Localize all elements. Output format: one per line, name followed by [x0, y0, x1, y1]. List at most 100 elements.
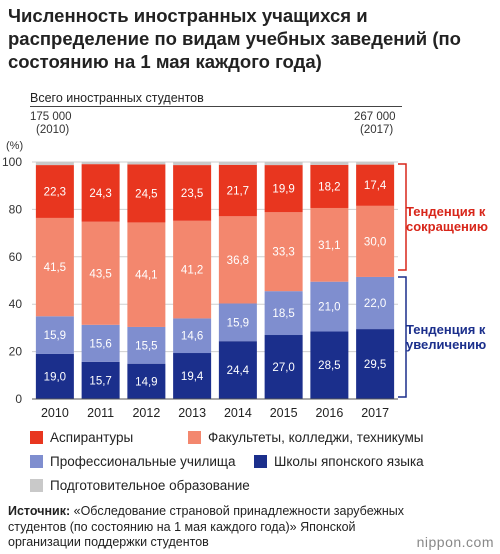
data-label: 44,1: [135, 270, 157, 282]
data-label: 43,5: [89, 268, 111, 280]
source-note: Источник: «Обследование страновой принад…: [8, 504, 408, 551]
legend-swatch: [188, 431, 201, 444]
bar-segment: [173, 220, 212, 319]
data-label: 28,5: [318, 360, 340, 372]
annotation-decrease-text: Тенденция к сокращению: [406, 204, 488, 234]
data-label: 27,0: [272, 362, 294, 374]
annotation-increase: Тенденция к увеличению: [406, 322, 500, 352]
total-start-year: (2010): [36, 124, 70, 136]
bar-segment: [81, 164, 120, 222]
data-label: 15,9: [44, 330, 66, 342]
bar-segment: [35, 353, 74, 399]
data-label: 17,4: [364, 180, 387, 192]
bar-segment: [310, 164, 349, 208]
bar-segment: [35, 165, 74, 218]
y-tick-label: 0: [15, 392, 22, 406]
source-text: «Обследование страновой принадлежности з…: [8, 504, 405, 549]
bar-segment: [218, 164, 257, 217]
bar-segment: [127, 164, 166, 223]
legend-swatch: [30, 479, 43, 492]
y-axis-unit: (%): [6, 140, 24, 152]
data-label: 36,8: [227, 255, 249, 267]
data-label: 19,0: [44, 371, 66, 383]
x-tick-label: 2011: [87, 406, 114, 420]
total-end-year: (2017): [360, 124, 394, 136]
data-label: 24,4: [227, 365, 250, 377]
brand-logo: nippon.com: [416, 534, 494, 550]
data-label: 14,9: [135, 376, 157, 388]
bar-segment: [173, 165, 212, 221]
bar-segment: [218, 303, 257, 342]
data-label: 31,1: [318, 240, 340, 252]
legend-item-graduate: Аспирантуры: [30, 430, 133, 445]
bar-segment: [310, 331, 349, 399]
data-label: 24,3: [89, 188, 111, 200]
bar-segment: [127, 222, 166, 327]
bar-segment-remainder: [173, 162, 212, 166]
x-tick-label: 2013: [178, 406, 206, 420]
bar-segment-remainder: [127, 162, 166, 165]
legend-item-vocational: Профессиональные училища: [30, 454, 236, 469]
y-tick-label: 20: [9, 345, 23, 359]
annotation-increase-text: Тенденция к увеличению: [406, 322, 487, 352]
bar-segment: [127, 363, 166, 399]
bar-segment: [264, 291, 303, 336]
data-label: 19,4: [181, 371, 204, 383]
bar-segment-remainder: [35, 162, 74, 166]
bar-segment: [264, 335, 303, 399]
legend-label: Подготовительное образование: [50, 478, 250, 493]
bar-segment: [35, 316, 74, 354]
legend-swatch: [30, 455, 43, 468]
data-label: 30,0: [364, 236, 386, 248]
bar-segment: [356, 276, 395, 330]
legend-label: Профессиональные училища: [50, 454, 236, 469]
decrease-bracket: [398, 163, 407, 271]
increase-bracket: [398, 276, 407, 398]
data-label: 15,5: [135, 340, 157, 352]
data-label: 41,5: [44, 262, 66, 274]
y-tick-label: 100: [2, 155, 22, 169]
source-label: Источник:: [8, 504, 71, 518]
legend-label: Аспирантуры: [50, 430, 134, 445]
data-label: 15,9: [227, 317, 249, 329]
x-tick-label: 2015: [270, 406, 298, 420]
data-label: 14,6: [181, 331, 203, 343]
total-end-value: 267 000: [354, 111, 396, 123]
chart-title: Численность иностранных учащихся и распр…: [8, 5, 461, 72]
bar-segment: [35, 217, 74, 317]
y-tick-label: 60: [9, 250, 23, 264]
bar-segment: [173, 318, 212, 354]
bar-segment: [218, 341, 257, 399]
bar-segment: [310, 207, 349, 282]
legend-swatch: [30, 431, 43, 444]
bar-segment-remainder: [310, 162, 349, 165]
total-students-underline: [30, 106, 402, 107]
legend-item-language: Школы японского языка: [254, 454, 424, 469]
data-label: 41,2: [181, 265, 203, 277]
total-start-value: 175 000: [30, 111, 72, 123]
data-label: 22,3: [44, 187, 66, 199]
data-label: 21,0: [318, 302, 340, 314]
bar-segment-remainder: [218, 162, 257, 165]
data-label: 21,7: [227, 186, 249, 198]
y-tick-label: 40: [9, 297, 23, 311]
data-label: 18,2: [318, 181, 340, 193]
legend-item-university: Факультеты, колледжи, техникумы: [188, 430, 423, 445]
x-tick-label: 2012: [132, 406, 160, 420]
bar-segment: [218, 216, 257, 304]
legend-swatch: [254, 455, 267, 468]
data-label: 18,5: [272, 308, 294, 320]
data-label: 15,7: [89, 375, 111, 387]
data-label: 23,5: [181, 188, 203, 200]
total-start: 175 000 (2010): [30, 111, 72, 137]
bar-segment-remainder: [81, 162, 120, 165]
stacked-bar-chart: 0 20 40 60 80 100 19,0 15,9 41,5 22,3 2010 15,7 15,6…: [2, 155, 407, 420]
bar-segment: [264, 165, 303, 213]
bar-segment: [173, 353, 212, 399]
bar-segment: [81, 221, 120, 325]
legend-label: Школы японского языка: [274, 454, 424, 469]
bar-segment: [127, 326, 166, 364]
data-label: 33,3: [272, 247, 294, 259]
total-end: 267 000 (2017): [354, 111, 396, 137]
bar-segment: [310, 281, 349, 332]
